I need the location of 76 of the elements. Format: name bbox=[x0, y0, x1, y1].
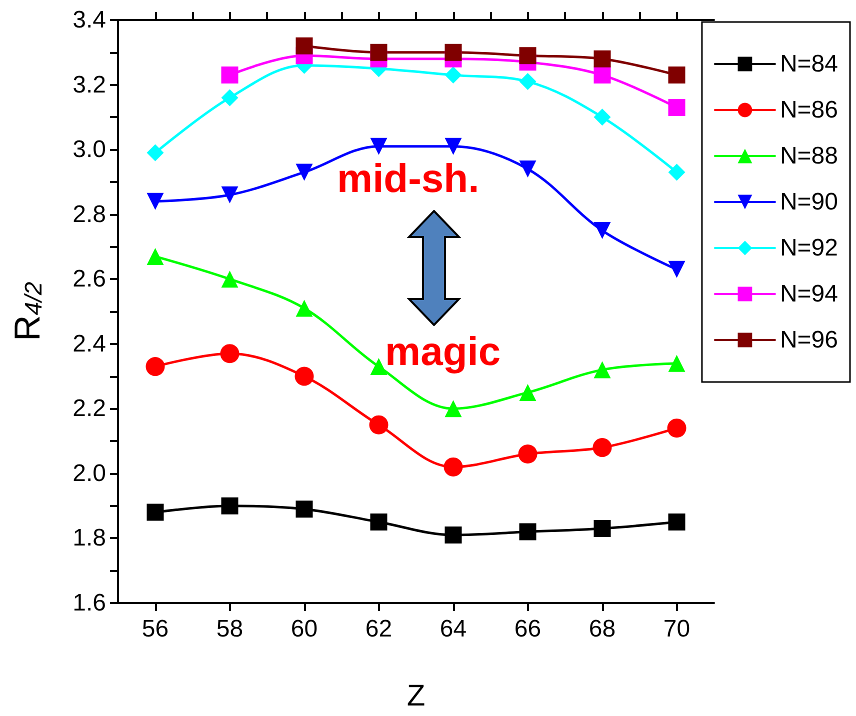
point bbox=[296, 164, 313, 181]
point bbox=[296, 37, 313, 54]
point bbox=[146, 144, 164, 162]
point bbox=[668, 354, 686, 372]
point bbox=[146, 192, 164, 210]
x-tick-label: 56 bbox=[142, 616, 169, 642]
legend-label: N=96 bbox=[780, 326, 838, 354]
point bbox=[592, 438, 612, 458]
y-tick-label: 2.0 bbox=[72, 460, 106, 487]
point bbox=[296, 500, 313, 518]
point bbox=[519, 523, 536, 540]
point bbox=[594, 66, 611, 84]
point bbox=[146, 504, 164, 521]
y-tick-label: 3.4 bbox=[72, 6, 106, 34]
x-tick-label: 68 bbox=[588, 616, 616, 642]
point bbox=[594, 520, 611, 538]
point bbox=[444, 138, 462, 155]
legend-label: N=94 bbox=[780, 280, 838, 308]
point bbox=[519, 47, 536, 64]
point bbox=[594, 361, 611, 378]
legend-label: N=92 bbox=[780, 234, 838, 262]
point bbox=[667, 418, 686, 438]
point bbox=[668, 98, 686, 116]
point bbox=[668, 514, 686, 531]
x-tick-label: 70 bbox=[663, 616, 690, 642]
point bbox=[444, 400, 462, 418]
y-tick-label: 2.6 bbox=[72, 266, 106, 293]
x-tick-label: 64 bbox=[440, 616, 467, 642]
y-tick-label: 1.8 bbox=[72, 524, 106, 552]
legend-label: N=86 bbox=[780, 96, 838, 124]
point bbox=[444, 44, 462, 61]
legend-label: N=90 bbox=[780, 188, 838, 216]
legend-label: N=84 bbox=[780, 50, 838, 78]
point bbox=[370, 44, 388, 61]
point bbox=[294, 366, 314, 386]
point bbox=[594, 222, 611, 240]
point bbox=[221, 270, 238, 288]
point bbox=[444, 457, 463, 476]
point bbox=[668, 260, 686, 278]
y-tick-label: 2.8 bbox=[72, 200, 106, 228]
point bbox=[594, 108, 611, 126]
point bbox=[369, 415, 388, 434]
point bbox=[146, 248, 164, 265]
y-tick-label: 3.2 bbox=[72, 71, 106, 98]
x-tick-label: 58 bbox=[216, 616, 244, 642]
point bbox=[370, 358, 388, 376]
point bbox=[221, 66, 238, 84]
annotation: magic bbox=[385, 330, 501, 375]
point bbox=[146, 357, 165, 376]
x-tick-label: 66 bbox=[514, 616, 542, 642]
point bbox=[221, 89, 238, 106]
point bbox=[221, 186, 238, 204]
point bbox=[518, 444, 538, 464]
y-tick-label: 3.0 bbox=[72, 136, 106, 164]
point bbox=[444, 66, 462, 84]
y-axis-title: R4/2 bbox=[6, 282, 48, 342]
point bbox=[221, 497, 238, 514]
point bbox=[220, 344, 240, 364]
point bbox=[519, 160, 536, 178]
x-axis-title: Z bbox=[406, 680, 426, 712]
point bbox=[668, 66, 686, 84]
y-tick-label: 2.2 bbox=[72, 395, 106, 422]
annotation: mid-sh. bbox=[337, 157, 480, 202]
point bbox=[519, 384, 536, 401]
point bbox=[370, 138, 388, 155]
legend-label: N=88 bbox=[780, 142, 838, 170]
x-tick-label: 62 bbox=[365, 616, 392, 642]
x-tick-label: 60 bbox=[290, 616, 318, 642]
point bbox=[444, 526, 462, 544]
y-tick-label: 1.6 bbox=[72, 590, 106, 616]
point bbox=[370, 514, 388, 531]
y-tick-label: 2.4 bbox=[72, 330, 106, 358]
point bbox=[594, 50, 611, 68]
point bbox=[296, 300, 313, 317]
point bbox=[668, 164, 686, 181]
point bbox=[519, 73, 536, 90]
